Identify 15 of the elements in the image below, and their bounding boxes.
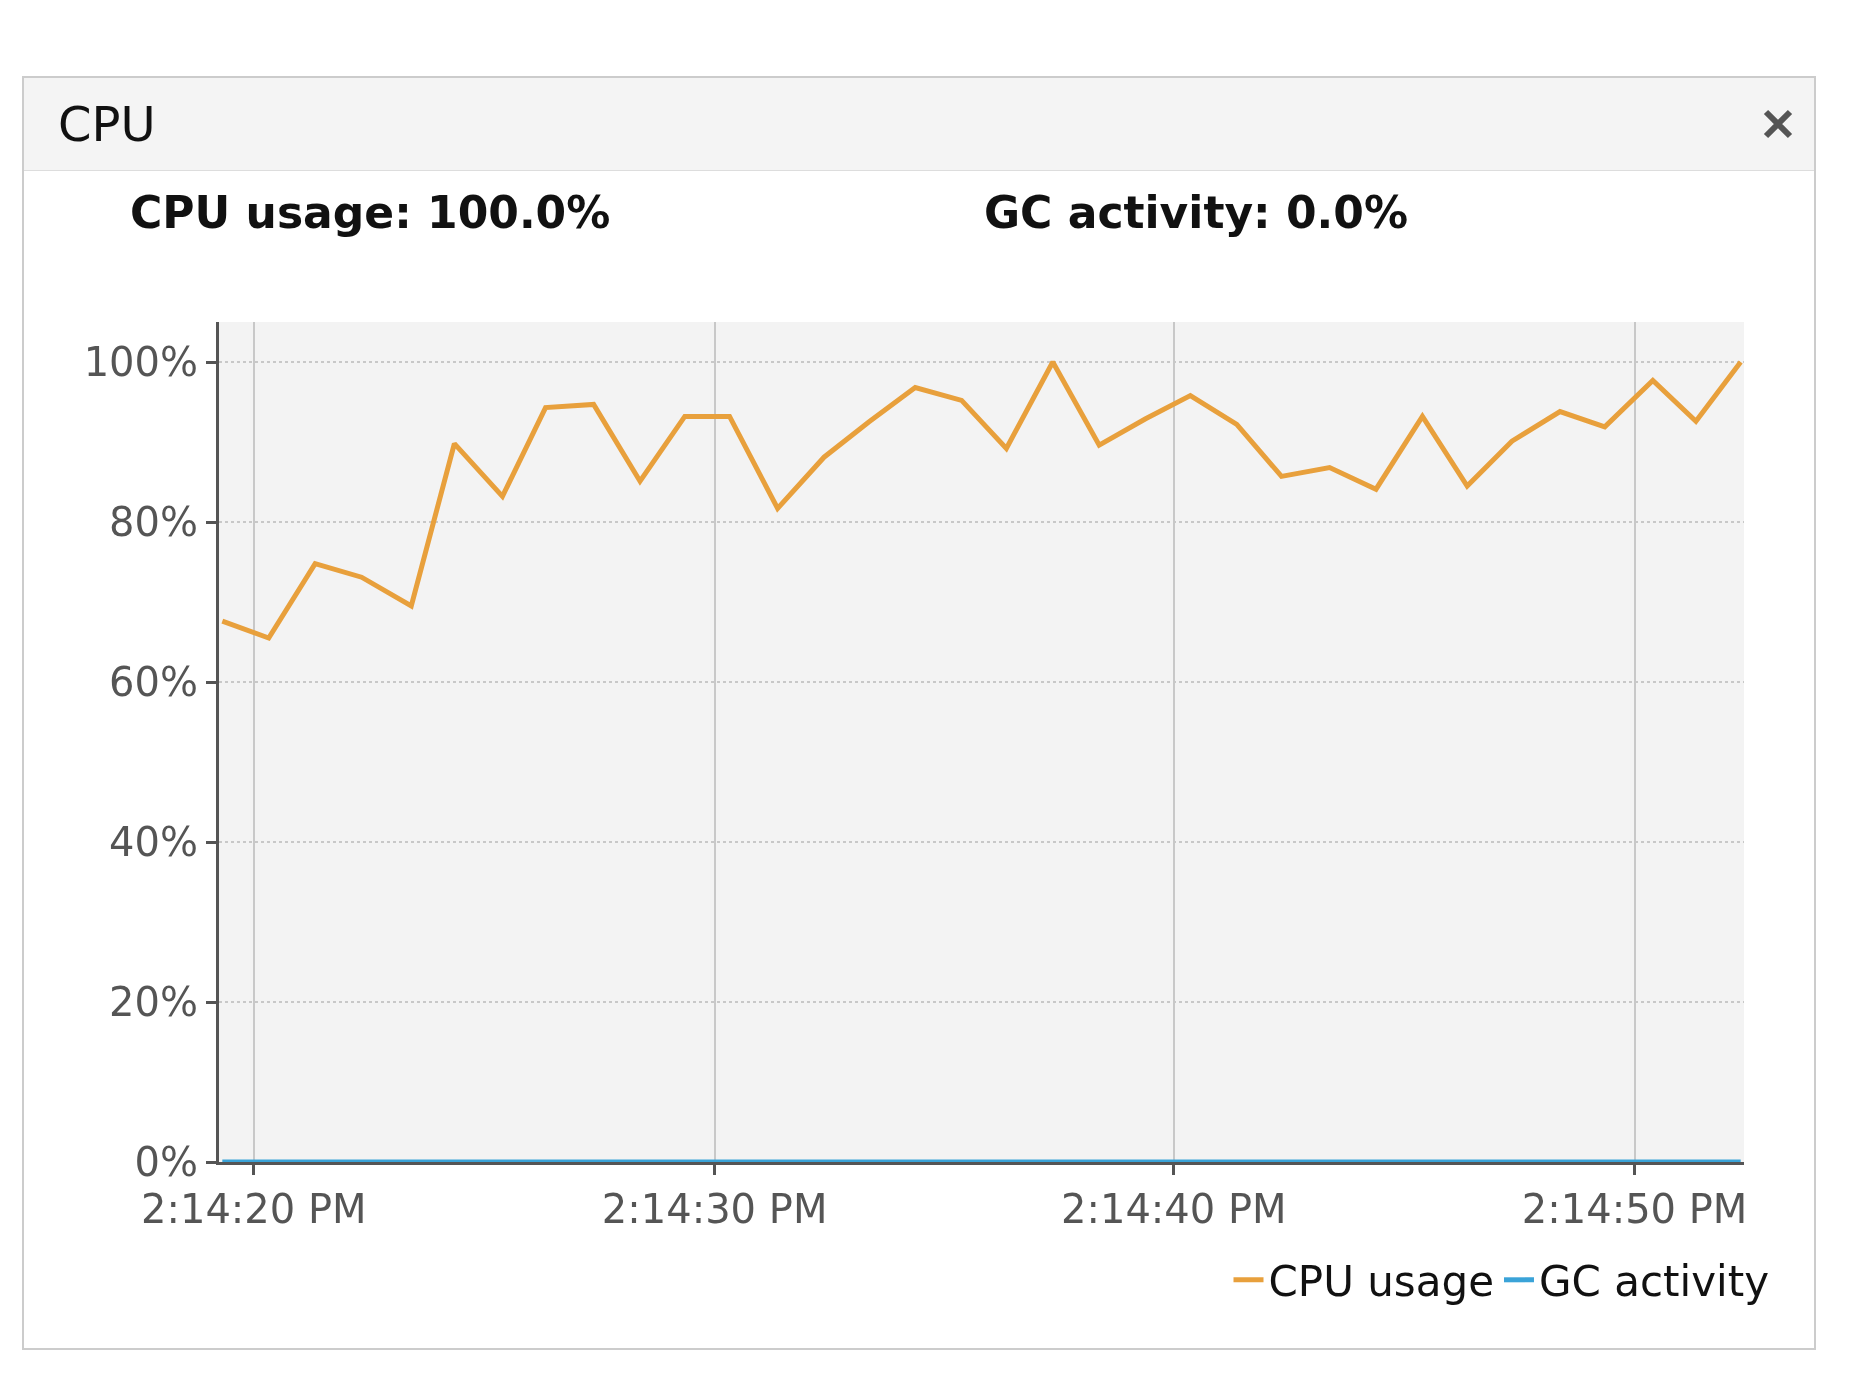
y-tick-label: 40% [109, 819, 198, 865]
text: GC activity: 0.0% [984, 187, 1409, 238]
y-tick-label: 60% [109, 659, 198, 705]
text: CPU usage: 100.0% [130, 187, 611, 238]
y-tick-label: 0% [134, 1139, 198, 1185]
y-tick-label: 80% [109, 499, 198, 545]
x-tick-label: 2:14:20 PM [141, 1186, 367, 1232]
chart-title: CPU [58, 96, 156, 152]
x-tick-label: 2:14:40 PM [1061, 1186, 1287, 1232]
x-tick-label: 2:14:30 PM [601, 1186, 828, 1232]
x-tick-label: 2:14:50 PM [1521, 1186, 1748, 1232]
y-tick-label: 100% [83, 339, 198, 385]
y-tick-label: 20% [109, 979, 198, 1025]
legend-label: CPU usage [1268, 1257, 1494, 1307]
legend-label: GC activity [1538, 1257, 1770, 1307]
